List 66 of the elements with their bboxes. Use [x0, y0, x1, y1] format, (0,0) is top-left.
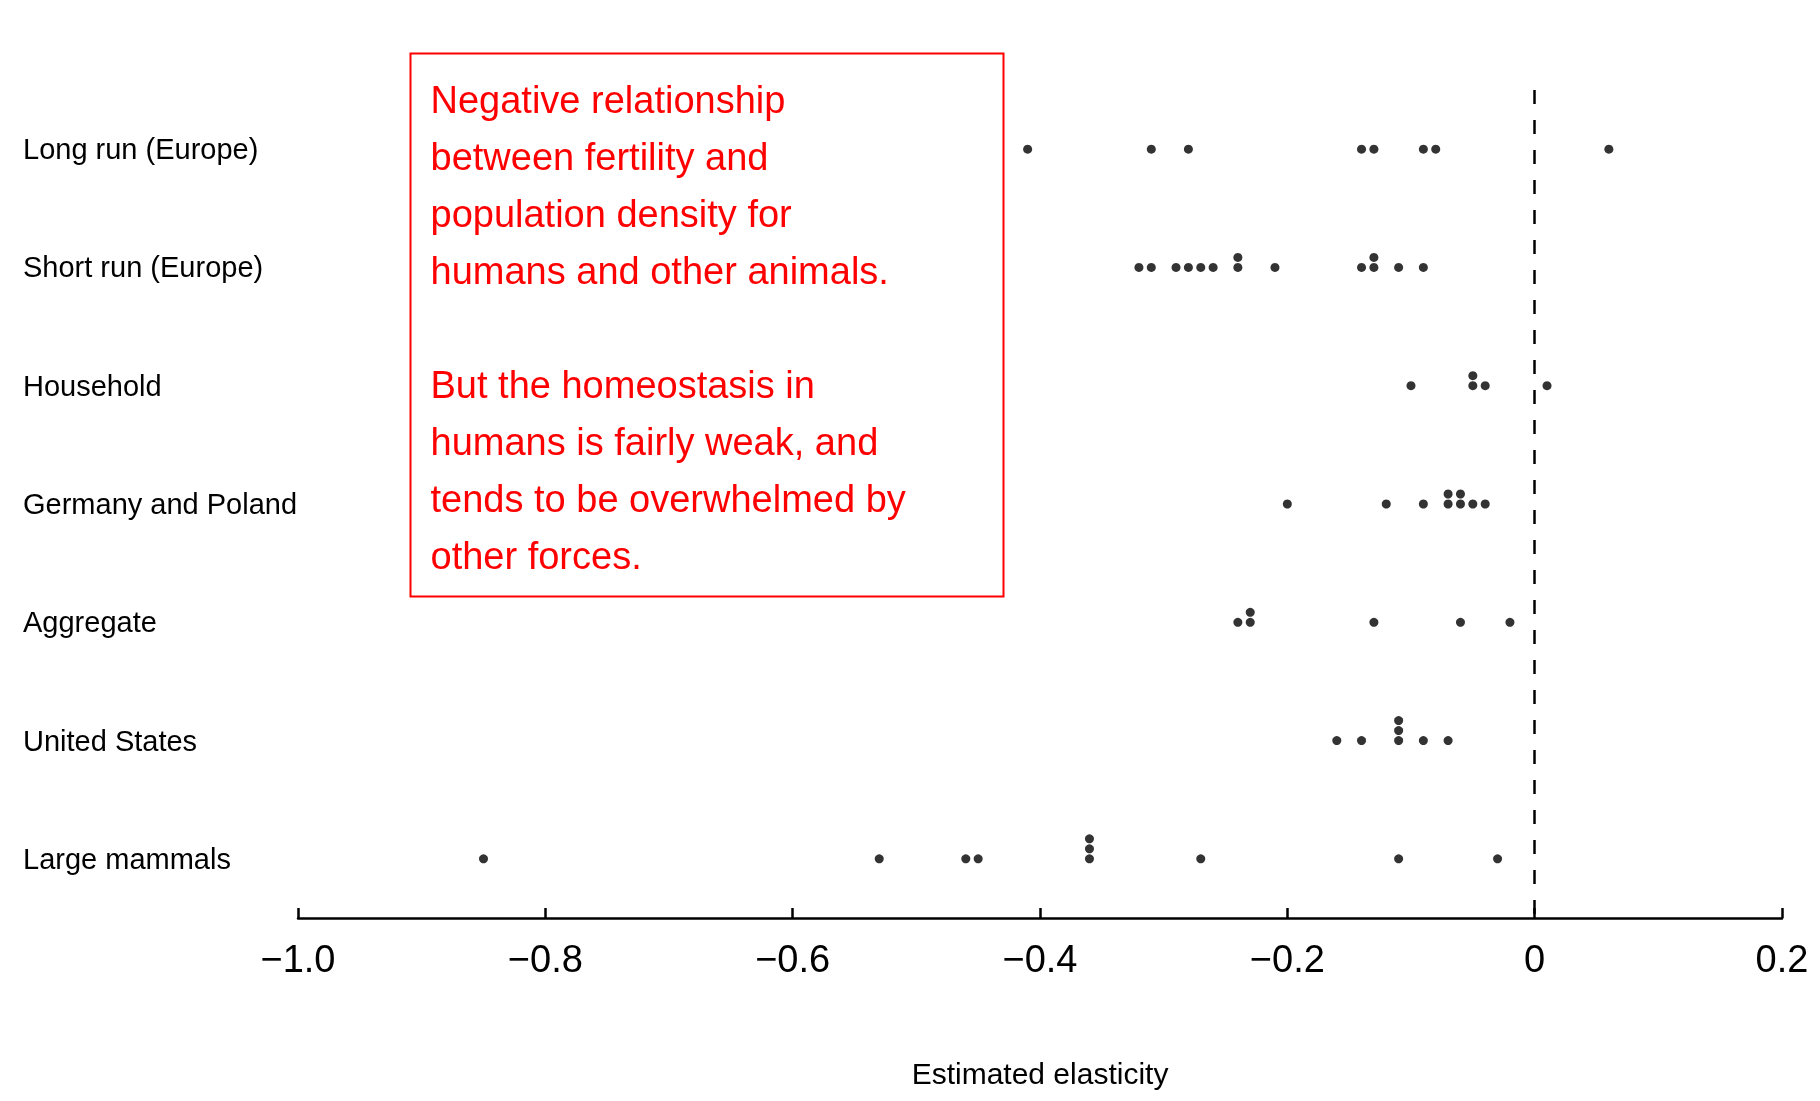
- x-tick-label: 0: [1524, 938, 1546, 980]
- point: [1468, 381, 1478, 391]
- point: [1394, 854, 1404, 864]
- point: [1332, 736, 1342, 746]
- point: [1542, 381, 1552, 391]
- y-tick-label: Household: [23, 369, 162, 402]
- point: [1369, 262, 1379, 272]
- point: [1282, 499, 1292, 509]
- y-tick-label: Short run (Europe): [23, 251, 264, 284]
- point: [1381, 499, 1391, 509]
- point: [1196, 854, 1206, 864]
- x-tick-label: −0.2: [1249, 938, 1325, 980]
- y-tick-label: Aggregate: [23, 606, 157, 639]
- y-tick-label: Germany and Poland: [23, 488, 298, 520]
- point: [1418, 736, 1428, 746]
- point: [1455, 617, 1465, 627]
- x-tick-label: −0.4: [1002, 938, 1078, 980]
- point: [1233, 262, 1243, 272]
- point: [1357, 144, 1367, 154]
- point: [1455, 499, 1465, 509]
- point: [479, 854, 488, 864]
- point: [1431, 144, 1441, 154]
- point: [1357, 262, 1367, 272]
- point: [1443, 499, 1453, 509]
- point: [1418, 499, 1428, 509]
- point: [1146, 262, 1156, 272]
- x-tick-label: −1.0: [260, 938, 336, 980]
- x-tick-label: −0.8: [507, 938, 583, 980]
- point: [874, 854, 884, 864]
- x-tick-label: −0.6: [755, 938, 831, 980]
- point: [1357, 736, 1367, 746]
- point: [1480, 381, 1490, 391]
- point: [961, 854, 971, 864]
- point: [1505, 617, 1515, 627]
- point: [1604, 144, 1614, 154]
- point: [1480, 499, 1490, 509]
- point: [1369, 617, 1379, 627]
- y-tick-label: Long run (Europe): [23, 133, 259, 166]
- point: [973, 854, 983, 864]
- annotation: Negative relationship between fertility and population density for humans and other animals.: [430, 79, 889, 292]
- point: [1084, 854, 1094, 864]
- point: [1134, 262, 1144, 272]
- x-axis-title: Estimated elasticity: [911, 1056, 1169, 1090]
- point: [1418, 262, 1428, 272]
- point: [1394, 262, 1404, 272]
- point: [1208, 262, 1218, 272]
- point: [1443, 736, 1453, 746]
- y-tick-label: Large mammals: [23, 842, 231, 875]
- point: [1146, 144, 1156, 154]
- point: [1233, 617, 1243, 627]
- point: [1183, 262, 1193, 272]
- annotation: But the homeostasis in humans is fairly weak, and tends to be overwhelmed by other forces.: [430, 364, 917, 577]
- point: [1418, 144, 1428, 154]
- point: [1394, 736, 1404, 746]
- point: [1270, 262, 1280, 272]
- point: [1171, 262, 1181, 272]
- y-tick-label: United States: [23, 724, 198, 757]
- point: [1183, 144, 1193, 154]
- point: [1406, 381, 1416, 391]
- point: [1493, 854, 1503, 864]
- point: [1023, 144, 1033, 154]
- point: [1245, 617, 1255, 627]
- point: [1196, 262, 1206, 272]
- point: [1468, 499, 1478, 509]
- point: [1369, 144, 1379, 154]
- x-tick-label: 0.2: [1755, 938, 1809, 980]
